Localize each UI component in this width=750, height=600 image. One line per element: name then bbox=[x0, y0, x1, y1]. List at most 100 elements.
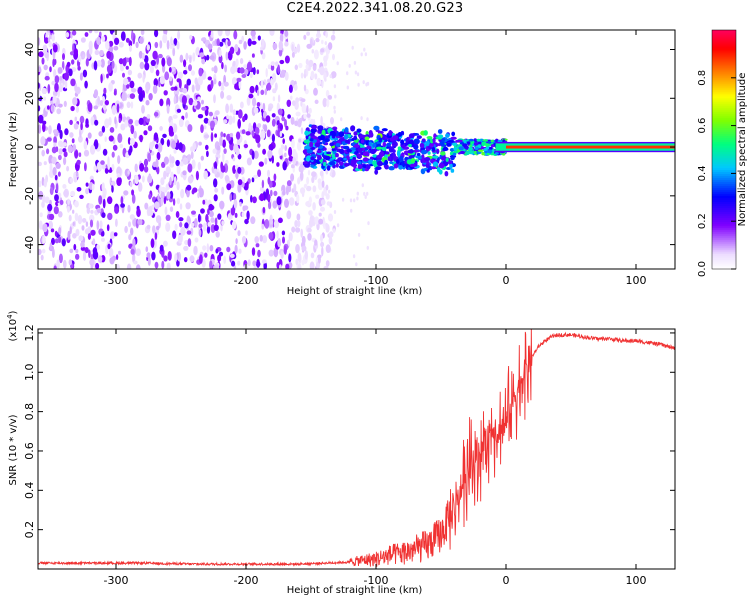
heatmap-cell bbox=[46, 148, 50, 155]
heatmap-cell bbox=[203, 170, 208, 180]
heatmap-cell bbox=[329, 130, 336, 136]
heatmap-cell bbox=[325, 244, 331, 254]
heatmap-cell bbox=[99, 220, 103, 229]
heatmap-cell bbox=[327, 42, 333, 51]
heatmap-cell bbox=[355, 262, 358, 267]
colorbar-cell bbox=[712, 30, 736, 33]
heatmap-cell bbox=[38, 67, 42, 72]
heatmap-cell bbox=[62, 142, 67, 147]
heatmap-cell bbox=[267, 169, 270, 178]
heatmap-cell bbox=[57, 171, 61, 177]
heatmap-cell bbox=[288, 146, 293, 157]
heatmap-cell bbox=[280, 69, 286, 79]
heatmap-cell bbox=[70, 105, 75, 112]
heatmap-cell bbox=[188, 97, 194, 106]
heatmap-cell bbox=[367, 221, 370, 226]
heatmap-cell bbox=[177, 71, 183, 80]
heatmap-cell bbox=[61, 238, 66, 247]
colorbar-cell bbox=[712, 127, 736, 131]
heatmap-cell bbox=[332, 30, 335, 35]
heatmap-cell bbox=[53, 129, 58, 135]
heatmap-cell bbox=[264, 219, 270, 229]
heatmap-cell bbox=[382, 141, 387, 148]
heatmap-cell bbox=[319, 170, 324, 177]
heatmap-cell bbox=[38, 114, 44, 124]
heatmap-cell bbox=[387, 156, 391, 162]
heatmap-cell bbox=[54, 82, 59, 93]
heatmap-cell bbox=[223, 81, 229, 87]
heatmap-cell bbox=[276, 162, 280, 167]
heatmap-cell bbox=[235, 131, 241, 140]
heatmap-cell bbox=[272, 96, 276, 102]
heatmap-cell bbox=[230, 66, 236, 75]
heatmap-cell bbox=[43, 178, 47, 188]
colorbar-cell bbox=[712, 123, 736, 127]
heatmap-cell bbox=[109, 126, 115, 133]
heatmap-cell bbox=[203, 117, 209, 124]
heatmap-cell bbox=[174, 134, 178, 144]
heatmap-cell bbox=[325, 222, 328, 227]
heatmap-cell bbox=[173, 149, 177, 154]
heatmap-cell bbox=[352, 254, 356, 259]
heatmap-cell bbox=[71, 59, 75, 65]
heatmap-cell bbox=[413, 149, 420, 153]
heatmap-cell bbox=[243, 41, 247, 50]
heatmap-cell bbox=[278, 49, 283, 57]
heatmap-cell bbox=[129, 214, 135, 220]
heatmap-cell bbox=[375, 166, 382, 171]
heatmap-cell bbox=[252, 260, 257, 267]
heatmap-cell bbox=[248, 93, 254, 99]
heatmap-cell bbox=[261, 259, 267, 264]
heatmap-cell bbox=[123, 190, 129, 196]
heatmap-cell bbox=[191, 70, 195, 76]
heatmap-cell bbox=[325, 193, 330, 200]
heatmap-cell bbox=[185, 112, 188, 119]
heatmap-cell bbox=[142, 175, 145, 183]
colorbar-cell bbox=[712, 115, 736, 119]
heatmap-cell bbox=[153, 132, 159, 141]
heatmap-cell bbox=[172, 47, 176, 57]
heatmap-cell bbox=[272, 200, 278, 209]
heatmap-cell bbox=[214, 187, 219, 193]
heatmap-cell bbox=[102, 104, 107, 111]
heatmap-cell bbox=[123, 77, 129, 86]
heatmap-cell bbox=[120, 203, 125, 208]
colorbar-cell bbox=[712, 249, 736, 252]
heatmap-cell bbox=[308, 59, 314, 68]
heatmap-cell bbox=[258, 161, 264, 167]
heatmap-cell bbox=[107, 196, 113, 205]
heatmap-cell bbox=[272, 42, 278, 50]
heatmap-cell bbox=[281, 116, 286, 122]
heatmap-cell bbox=[81, 225, 85, 231]
heatmap-cell bbox=[217, 254, 222, 262]
heatmap-cell bbox=[323, 60, 328, 67]
colorbar-cell bbox=[712, 121, 736, 125]
heatmap-cell bbox=[229, 103, 234, 113]
colorbar-cell bbox=[712, 67, 736, 71]
heatmap-cell bbox=[42, 235, 46, 244]
colorbar-cell bbox=[712, 149, 736, 153]
heatmap-cell bbox=[53, 142, 57, 148]
heatmap-cell bbox=[284, 71, 289, 81]
colorbar-cell bbox=[712, 63, 736, 67]
heatmap-cell bbox=[108, 247, 114, 258]
heatmap-cell bbox=[131, 30, 134, 41]
heatmap-cell bbox=[314, 73, 318, 80]
heatmap-cell bbox=[261, 52, 266, 60]
heatmap-cell bbox=[231, 220, 237, 230]
x-tick-label: -300 bbox=[104, 574, 129, 587]
heatmap-cell bbox=[182, 170, 187, 176]
heatmap-cell bbox=[223, 133, 226, 138]
heatmap-cell bbox=[39, 212, 43, 218]
heatmap-cell bbox=[259, 234, 263, 242]
heatmap-cell bbox=[369, 148, 377, 155]
heatmap-cell bbox=[316, 150, 322, 154]
heatmap-cell bbox=[189, 255, 195, 262]
colorbar-cell bbox=[712, 119, 736, 123]
heatmap-cell bbox=[329, 161, 336, 166]
heatmap-cell bbox=[145, 84, 149, 94]
heatmap-cell bbox=[271, 73, 277, 83]
heatmap-cell bbox=[327, 213, 334, 222]
heatmap-cell bbox=[140, 30, 145, 35]
heatmap-cell bbox=[90, 209, 94, 214]
